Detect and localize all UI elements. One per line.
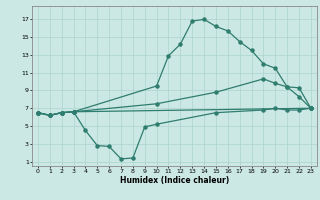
X-axis label: Humidex (Indice chaleur): Humidex (Indice chaleur) [120,176,229,185]
